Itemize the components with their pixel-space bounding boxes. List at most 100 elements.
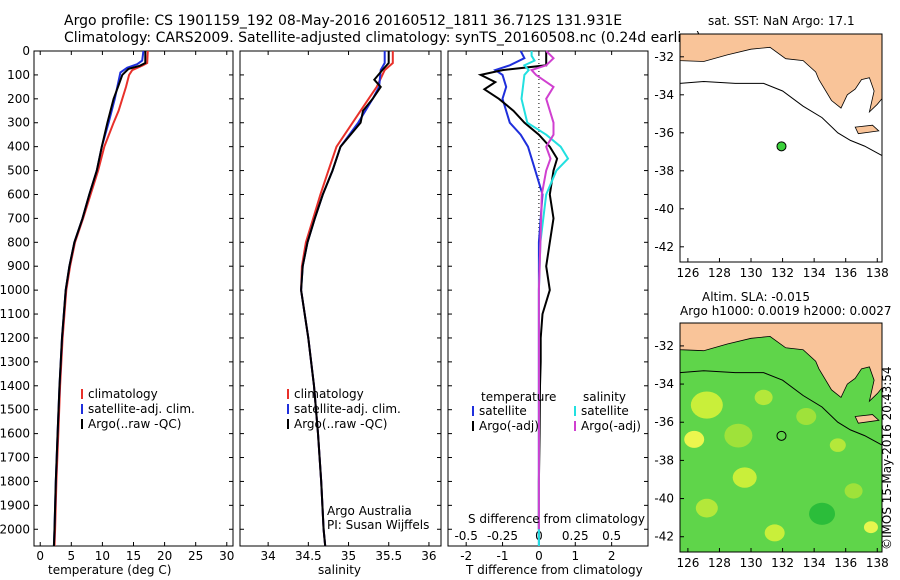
sst-map-frame [679,33,883,263]
sla-map-ytick-label: -32 [654,339,674,353]
diff-axes-frame [447,50,649,547]
diff-legend-label-s: Argo(-adj) [581,419,641,433]
sla-map-ytick-label: -40 [654,492,674,506]
diff-xtick-label: 1 [571,549,579,563]
sal-xtick-label: 34.5 [295,549,322,563]
sla-map-ytick-label: -42 [654,530,674,544]
annotation-org: Argo Australia [327,504,412,518]
temp-xtick-label: 20 [157,549,172,563]
sla-anomaly-blob [764,524,785,542]
sla-map-xtick-label: 136 [834,556,857,570]
sst-map-ytick-label: -40 [654,202,674,216]
salinity-diff-tick-label: -0.25 [487,529,518,543]
salinity-diff-tick-label: -0.5 [454,529,477,543]
depth-tick-label: 1500 [0,403,30,417]
temp-legend-label: satellite-adj. clim. [88,402,195,416]
temp-xtick-label: 30 [219,549,234,563]
sla-anomaly-blob [754,389,773,406]
sla-map-ytick-label: -34 [654,377,674,391]
diff-xtick-label: 0 [535,549,543,563]
sal-xtick-label: 34 [260,549,275,563]
sal-series-2 [300,51,390,547]
sla-map-xtick-label: 130 [740,556,763,570]
sla-map-title: Altim. SLA: -0.015 [702,290,811,304]
sal-legend-label: climatology [294,387,364,401]
sst-map-xtick-label: 136 [834,266,857,280]
sst-argo-position-marker [776,141,787,152]
sla-anomaly-blob [732,467,757,488]
sla-anomaly-blob [863,521,878,534]
sal-series-0 [300,51,394,547]
diff-series-1 [477,51,559,530]
salinity-diff-tick-label: 0.5 [602,529,621,543]
salinity-xlabel: salinity [318,563,362,577]
sal-xtick-label: 35.5 [375,549,402,563]
temp-xtick-label: 25 [188,549,203,563]
diff-legend-label-t: satellite [479,404,527,418]
sla-anomaly-blob [809,502,836,525]
sst-map-xtick-label: 126 [676,266,699,280]
diff-legend-label-t: Argo(-adj) [479,419,539,433]
temperature-xlabel: temperature (deg C) [48,563,172,577]
sla-map-xtick-label: 132 [771,556,794,570]
sst-map-ytick-label: -42 [654,240,674,254]
sla-anomaly-blob [844,483,863,499]
sst-map-ytick-label: -32 [654,50,674,64]
sst-shelf-contour [679,80,883,157]
sla-map-xtick-label: 138 [866,556,889,570]
sst-kangaroo-island [854,124,880,135]
sal-xtick-label: 36 [421,549,436,563]
sla-anomaly-blob [695,498,718,518]
sla-anomaly-blob [829,438,846,452]
depth-tick-label: 100 [7,68,30,82]
depth-tick-label: 1600 [0,427,30,441]
depth-tick-label: 1000 [0,283,30,297]
sst-map-ytick-label: -36 [654,126,674,140]
temp-legend-label: climatology [88,387,158,401]
sst-map-title: sat. SST: NaN Argo: 17.1 [708,14,855,28]
figure-title-line2: Climatology: CARS2009. Satellite-adjuste… [64,30,702,46]
diff-legend-label-s: satellite [581,404,629,418]
sla-map-frame [679,322,883,553]
difference-xlabel: T difference from climatology [466,563,643,577]
sla-map-subtitle: Argo h1000: 0.0019 h2000: 0.0027 [680,304,892,318]
depth-tick-label: 800 [7,235,30,249]
sst-map-xtick-label: 134 [803,266,826,280]
diff-xtick-label: -1 [497,549,509,563]
sla-shelf-contour [679,370,883,446]
depth-tick-label: 1200 [0,331,30,345]
temp-series-0 [53,50,149,547]
sla-map-xtick-label: 134 [803,556,826,570]
temp-series-1 [52,50,145,547]
sla-kangaroo-island [854,414,880,424]
sla-map-ytick-label: -36 [654,415,674,429]
depth-tick-label: 900 [7,259,30,273]
sla-land [679,322,883,403]
depth-tick-label: 700 [7,211,30,225]
sal-legend-label: Argo(..raw -QC) [294,417,387,431]
sal-xtick-label: 35 [341,549,356,563]
depth-tick-label: 300 [7,116,30,130]
imos-credit: ©IMOS 15-May-2016 20:43:54 [880,366,894,550]
sst-map-ytick-label: -38 [654,164,674,178]
depth-tick-label: 1700 [0,451,30,465]
diff-legend-salinity-header: salinity [583,390,626,404]
temp-series-2 [52,51,147,547]
sla-argo-position-marker [776,430,787,441]
depth-tick-label: 200 [7,92,30,106]
depth-tick-label: 400 [7,140,30,154]
depth-tick-label: 1100 [0,307,30,321]
sst-map-group [679,33,883,263]
annotation-pi: PI: Susan Wijffels [327,518,430,532]
sst-map-xtick-label: 132 [771,266,794,280]
sla-map-group [679,322,883,553]
depth-tick-label: 1800 [0,474,30,488]
sla-anomaly-blob [724,423,753,448]
sal-legend-label: satellite-adj. clim. [294,402,401,416]
sla-anomaly-blob [684,430,705,448]
sal-axes-frame [239,50,442,547]
diff-series-0 [493,50,544,546]
figure-title-line1: Argo profile: CS 1901159_192 08-May-2016… [64,13,623,29]
